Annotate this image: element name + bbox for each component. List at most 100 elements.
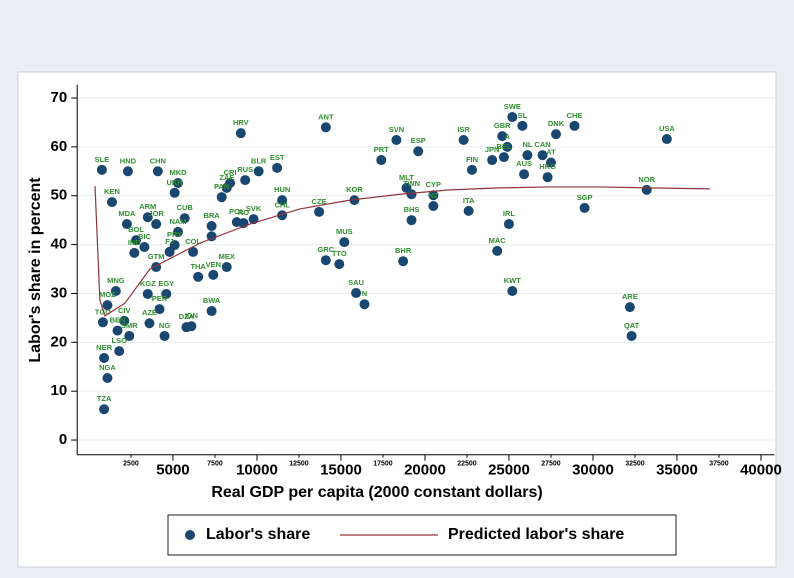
point-label: MLT [399,173,414,182]
point-label: GBR [494,121,511,130]
scatter-point [359,299,370,310]
scatter-point [551,129,561,140]
point-label: NL [522,140,532,149]
point-label: LSO [111,336,127,345]
scatter-point [406,215,417,226]
scatter-point [545,157,556,168]
scatter-point [152,166,163,177]
y-tick-label: 60 [51,138,68,155]
point-label: GTM [148,252,165,261]
scatter-point [139,242,150,253]
x-tick-label: 40000 [740,462,782,479]
scatter-point [206,221,217,232]
scatter-point [131,235,141,246]
point-label: DZA [179,312,195,321]
y-axis-label: Labor's share in percent [27,177,44,363]
point-label: IND [128,238,142,247]
scatter-point [277,210,288,221]
point-label: BEL [496,142,511,151]
point-label: AT [546,147,556,156]
point-label: MEX [219,252,235,261]
scatter-point [112,325,123,336]
point-label: POL [229,207,245,216]
x-minor-tick-label: 22500 [457,461,477,468]
x-tick-label: 20000 [404,462,446,479]
scatter-point [193,271,204,282]
scatter-point [497,131,508,142]
scatter-point [467,164,477,175]
x-axis-label: Real GDP per capita (2000 constant dolla… [211,484,542,501]
point-label: HRV [233,118,249,127]
scatter-point [624,302,635,313]
legend-label: Predicted labor's share [448,526,624,543]
point-label: SGP [577,193,593,202]
scatter-point [428,190,439,201]
scatter-point [96,164,107,175]
point-label: RO [238,208,249,217]
scatter-point [161,288,172,299]
point-label: VEN [206,260,221,269]
scatter-point [507,286,518,297]
x-minor-tick-label: 7500 [207,461,223,468]
scatter-point [277,195,288,206]
scatter-point [542,172,553,183]
y-tick-label: 50 [51,187,68,204]
scatter-point [235,128,246,139]
scatter-point [320,255,331,266]
point-label: ANT [318,112,334,121]
point-label: MNG [107,276,125,285]
point-label: NZ [428,191,438,200]
scatter-point [221,262,232,273]
point-label: NOR [638,175,655,184]
scatter-point [151,219,162,230]
point-label: EST [270,153,285,162]
point-label: CZE [312,197,327,206]
point-label: BIC [138,232,152,241]
scatter-point [173,178,183,189]
scatter-point [391,135,402,146]
point-label: SVN [389,125,404,134]
point-label: N [362,289,367,298]
point-label: MOZ [99,290,116,299]
point-label: THA [190,262,206,271]
point-label: QAT [624,321,640,330]
point-label: MKD [169,168,187,177]
scatter-point [503,219,514,230]
x-tick-label: 15000 [320,462,362,479]
point-label: CAN [534,140,550,149]
scatter-point [517,120,528,131]
point-label: MAC [489,236,507,245]
y-tick-label: 30 [51,284,68,301]
legend-swatch [185,530,195,540]
scatter-point [253,166,264,177]
scatter-point [320,122,331,133]
point-label: EGY [158,279,174,288]
point-label: KWT [504,276,521,285]
point-label: BLR [251,156,267,165]
scatter-point [99,404,110,415]
scatter-point [122,166,133,177]
point-label: JPN [485,145,500,154]
scatter-point [142,288,153,299]
point-label: CYP [426,180,441,189]
scatter-point [398,256,409,267]
point-label: BHR [395,246,412,255]
scatter-point [114,346,125,357]
scatter-point [206,306,217,317]
y-tick-label: 10 [51,382,68,399]
point-label: PAN [214,182,229,191]
point-label: SAU [348,278,364,287]
point-label: BEN [110,316,126,325]
point-label: ARE [622,292,638,301]
y-tick-label: 40 [51,236,68,253]
x-tick-label: 30000 [572,462,614,479]
scatter-point [240,175,251,186]
scatter-point [164,246,175,257]
scatter-point [169,187,180,198]
point-label: CUB [177,203,194,212]
point-label: AUS [516,159,532,168]
scatter-point [221,182,232,193]
point-label: MUS [336,227,353,236]
scatter-point [334,259,345,270]
point-label: ESP [411,136,426,145]
